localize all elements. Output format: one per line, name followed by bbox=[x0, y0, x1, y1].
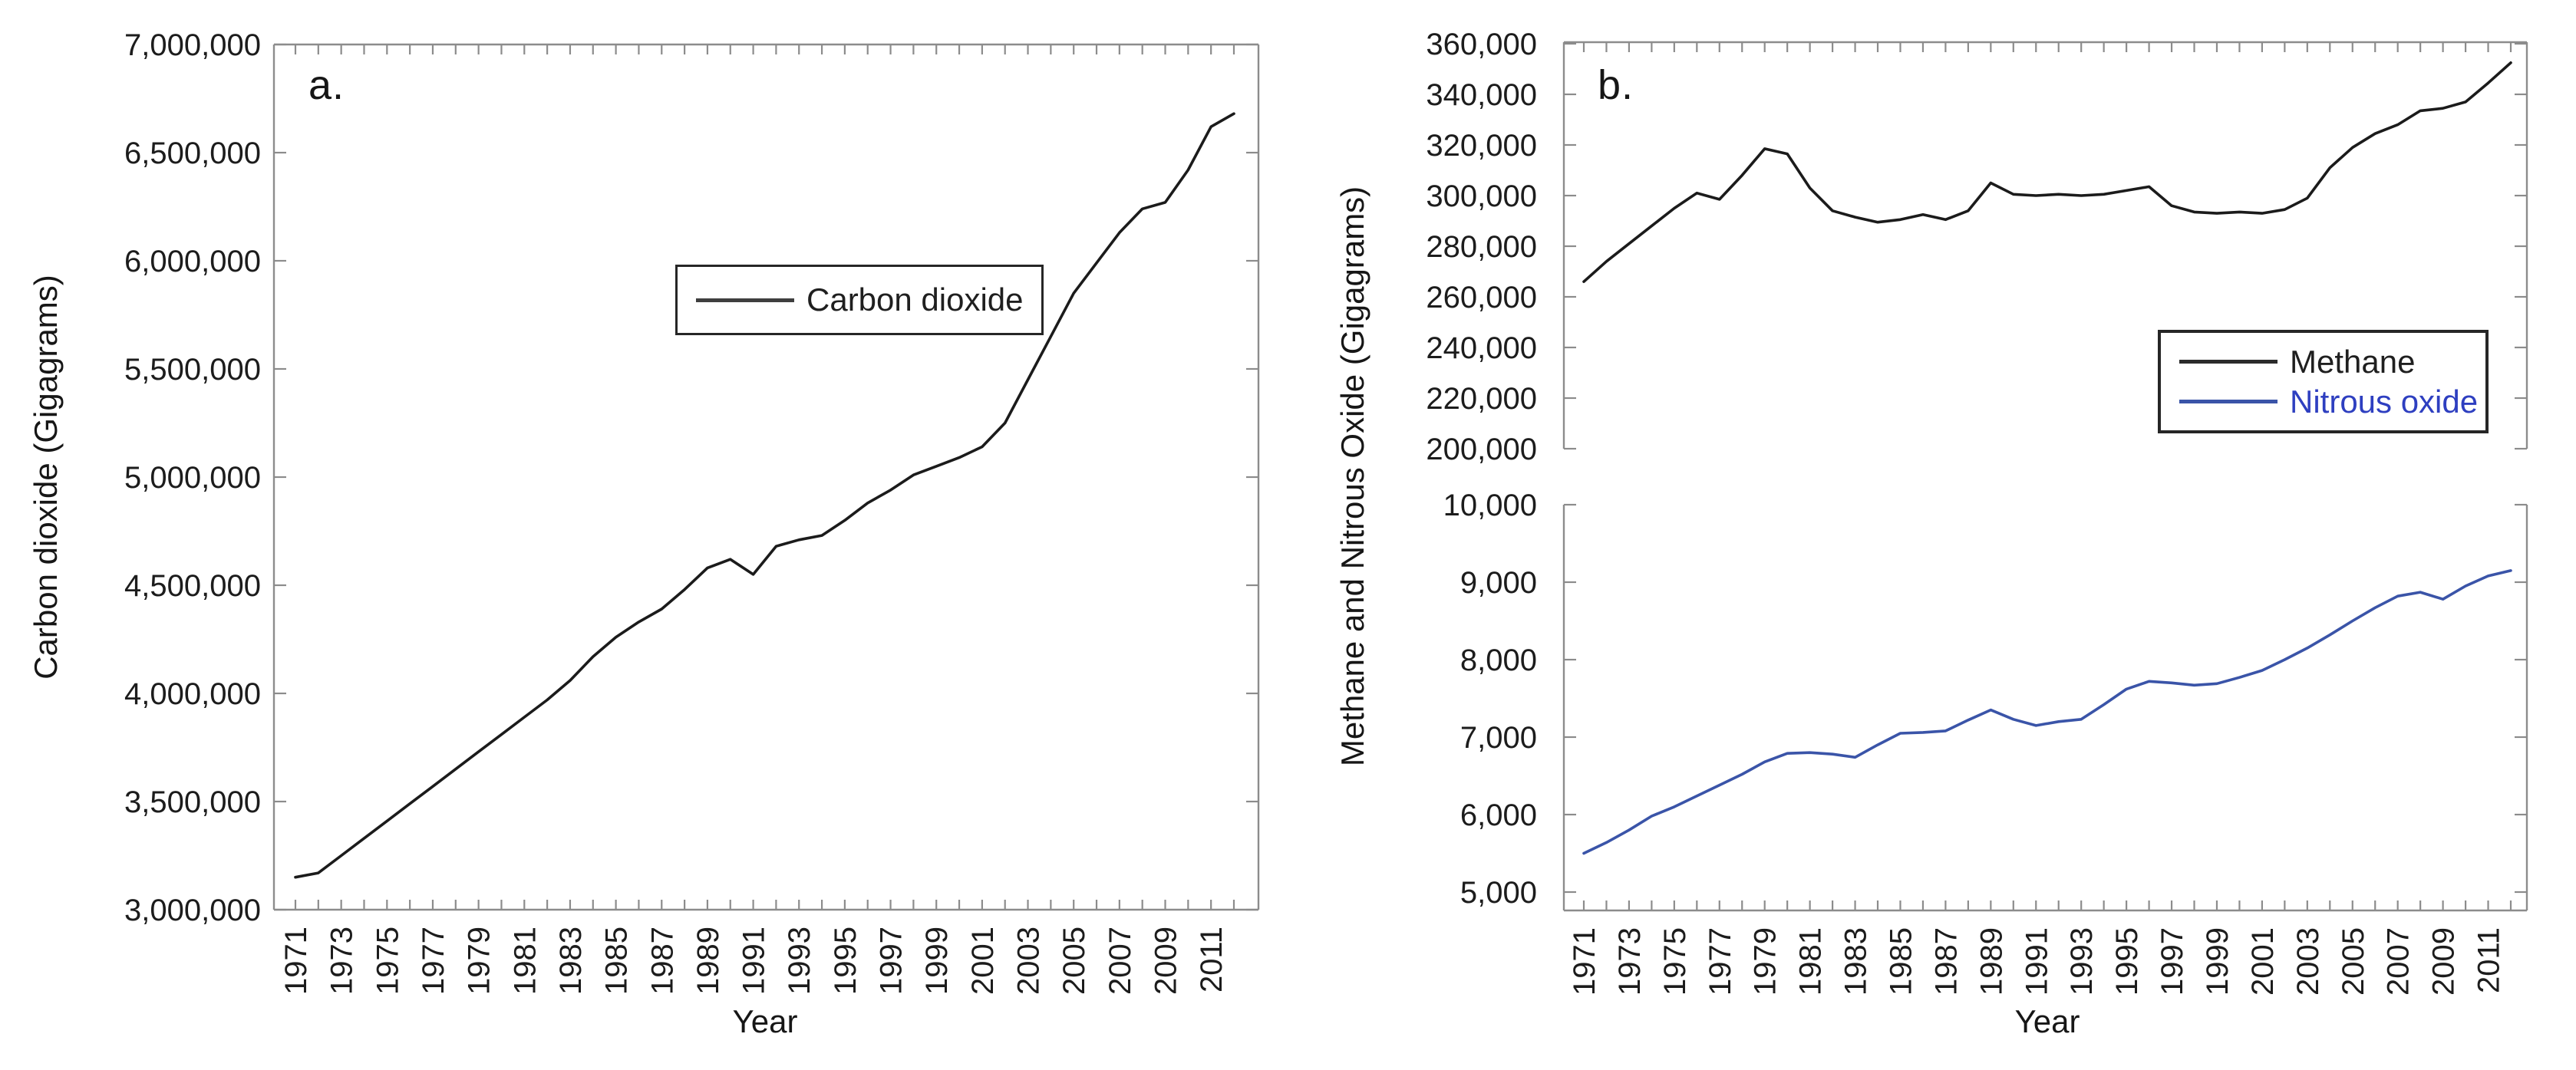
y-tick-label: 4,000,000 bbox=[124, 677, 261, 711]
x-tick-label: 1999 bbox=[2201, 927, 2235, 996]
series-line-carbon-dioxide bbox=[294, 112, 1235, 879]
panel-b-y-axis-title: Methane and Nitrous Oxide (Gigagrams) bbox=[1334, 186, 1370, 767]
carbon-dioxide-line-sample-icon bbox=[696, 298, 794, 302]
x-tick-label: 1999 bbox=[920, 927, 954, 995]
panel-b-letter: b. bbox=[1598, 62, 1634, 108]
series-line-methane bbox=[1582, 61, 2512, 284]
legend-panel-b: Methane Nitrous oxide bbox=[2158, 330, 2489, 433]
legend-row-carbon-dioxide: Carbon dioxide bbox=[696, 281, 1041, 318]
panel-a-x-axis-title: Year bbox=[732, 1003, 798, 1039]
x-tick-label: 1991 bbox=[2020, 927, 2053, 996]
x-tick-label: 1985 bbox=[600, 927, 634, 995]
x-tick-label: 1973 bbox=[325, 927, 359, 995]
x-tick-label: 2003 bbox=[1012, 927, 1046, 995]
x-tick-label: 2005 bbox=[2337, 927, 2370, 996]
y-tick-label: 8,000 bbox=[1460, 644, 1537, 677]
x-tick-label: 1995 bbox=[829, 927, 863, 995]
x-tick-label: 1987 bbox=[1929, 927, 1963, 996]
x-tick-label: 1971 bbox=[279, 927, 313, 995]
x-tick-label: 2007 bbox=[1103, 927, 1137, 995]
y-tick-label: 360,000 bbox=[1426, 28, 1537, 61]
y-tick-label: 3,000,000 bbox=[124, 894, 261, 927]
legend-label-methane: Methane bbox=[2290, 343, 2416, 380]
panel-b-x-axis-title: Year bbox=[2014, 1003, 2080, 1039]
methane-line-sample-icon bbox=[2179, 360, 2278, 364]
y-tick-label: 320,000 bbox=[1426, 129, 1537, 163]
legend-label-carbon-dioxide: Carbon dioxide bbox=[806, 281, 1024, 318]
x-tick-label: 1993 bbox=[2065, 927, 2099, 996]
series-line-nitrous-oxide bbox=[1582, 569, 2512, 855]
x-tick-label: 1981 bbox=[1794, 927, 1828, 996]
x-tick-label: 1973 bbox=[1613, 927, 1647, 996]
y-tick-label: 5,000,000 bbox=[124, 461, 261, 495]
y-tick-label: 200,000 bbox=[1426, 433, 1537, 466]
y-tick-label: 280,000 bbox=[1426, 230, 1537, 264]
x-tick-label: 1985 bbox=[1884, 927, 1918, 996]
x-tick-label: 2007 bbox=[2382, 927, 2416, 996]
y-tick-label: 6,500,000 bbox=[124, 137, 261, 170]
x-tick-label: 2003 bbox=[2291, 927, 2325, 996]
y-tick-label: 7,000,000 bbox=[124, 28, 261, 62]
x-tick-label: 1975 bbox=[371, 927, 404, 995]
x-tick-label: 1977 bbox=[1704, 927, 1737, 996]
y-tick-label: 240,000 bbox=[1426, 331, 1537, 365]
x-tick-label: 2005 bbox=[1057, 927, 1091, 995]
y-tick-label: 4,500,000 bbox=[124, 569, 261, 603]
legend-row-methane: Methane bbox=[2179, 344, 2485, 380]
y-tick-label: 340,000 bbox=[1426, 78, 1537, 112]
x-tick-label: 1981 bbox=[508, 927, 542, 995]
y-tick-label: 220,000 bbox=[1426, 382, 1537, 416]
legend-label-nitrous-oxide: Nitrous oxide bbox=[2290, 383, 2479, 420]
y-tick-label: 10,000 bbox=[1443, 489, 1537, 522]
x-tick-label: 1997 bbox=[875, 927, 909, 995]
y-tick-label: 300,000 bbox=[1426, 179, 1537, 213]
x-tick-label: 2009 bbox=[2427, 927, 2461, 996]
y-tick-label: 5,500,000 bbox=[124, 353, 261, 387]
x-tick-label: 1993 bbox=[783, 927, 816, 995]
legend-panel-a: Carbon dioxide bbox=[675, 265, 1044, 335]
y-tick-label: 6,000,000 bbox=[124, 245, 261, 278]
nitrous-oxide-line-sample-icon bbox=[2179, 400, 2278, 403]
x-tick-label: 1989 bbox=[691, 927, 725, 995]
x-tick-label: 1979 bbox=[1749, 927, 1783, 996]
panel-a-y-axis-title: Carbon dioxide (Gigagrams) bbox=[28, 275, 64, 680]
x-tick-label: 1971 bbox=[1568, 927, 1601, 996]
x-tick-label: 2011 bbox=[2472, 927, 2506, 993]
x-tick-label: 1989 bbox=[1974, 927, 2008, 996]
x-tick-label: 1987 bbox=[645, 927, 679, 995]
y-tick-label: 6,000 bbox=[1460, 798, 1537, 832]
panel-a-letter: a. bbox=[308, 62, 345, 108]
y-tick-label: 9,000 bbox=[1460, 566, 1537, 600]
x-tick-label: 2011 bbox=[1195, 927, 1229, 993]
x-tick-label: 2001 bbox=[966, 927, 1000, 995]
x-tick-label: 1977 bbox=[417, 927, 450, 995]
x-tick-label: 2001 bbox=[2246, 927, 2280, 996]
y-tick-label: 7,000 bbox=[1460, 721, 1537, 755]
x-tick-label: 1979 bbox=[463, 927, 496, 995]
y-tick-label: 260,000 bbox=[1426, 281, 1537, 314]
x-tick-label: 1975 bbox=[1658, 927, 1692, 996]
legend-row-nitrous-oxide: Nitrous oxide bbox=[2179, 384, 2485, 420]
x-tick-label: 1991 bbox=[737, 927, 771, 995]
x-tick-label: 1983 bbox=[554, 927, 588, 995]
x-tick-label: 2009 bbox=[1149, 927, 1183, 995]
x-tick-label: 1983 bbox=[1839, 927, 1873, 996]
x-tick-label: 1997 bbox=[2155, 927, 2189, 996]
y-tick-label: 3,500,000 bbox=[124, 785, 261, 819]
y-tick-label: 5,000 bbox=[1460, 876, 1537, 910]
x-tick-label: 1995 bbox=[2110, 927, 2144, 996]
